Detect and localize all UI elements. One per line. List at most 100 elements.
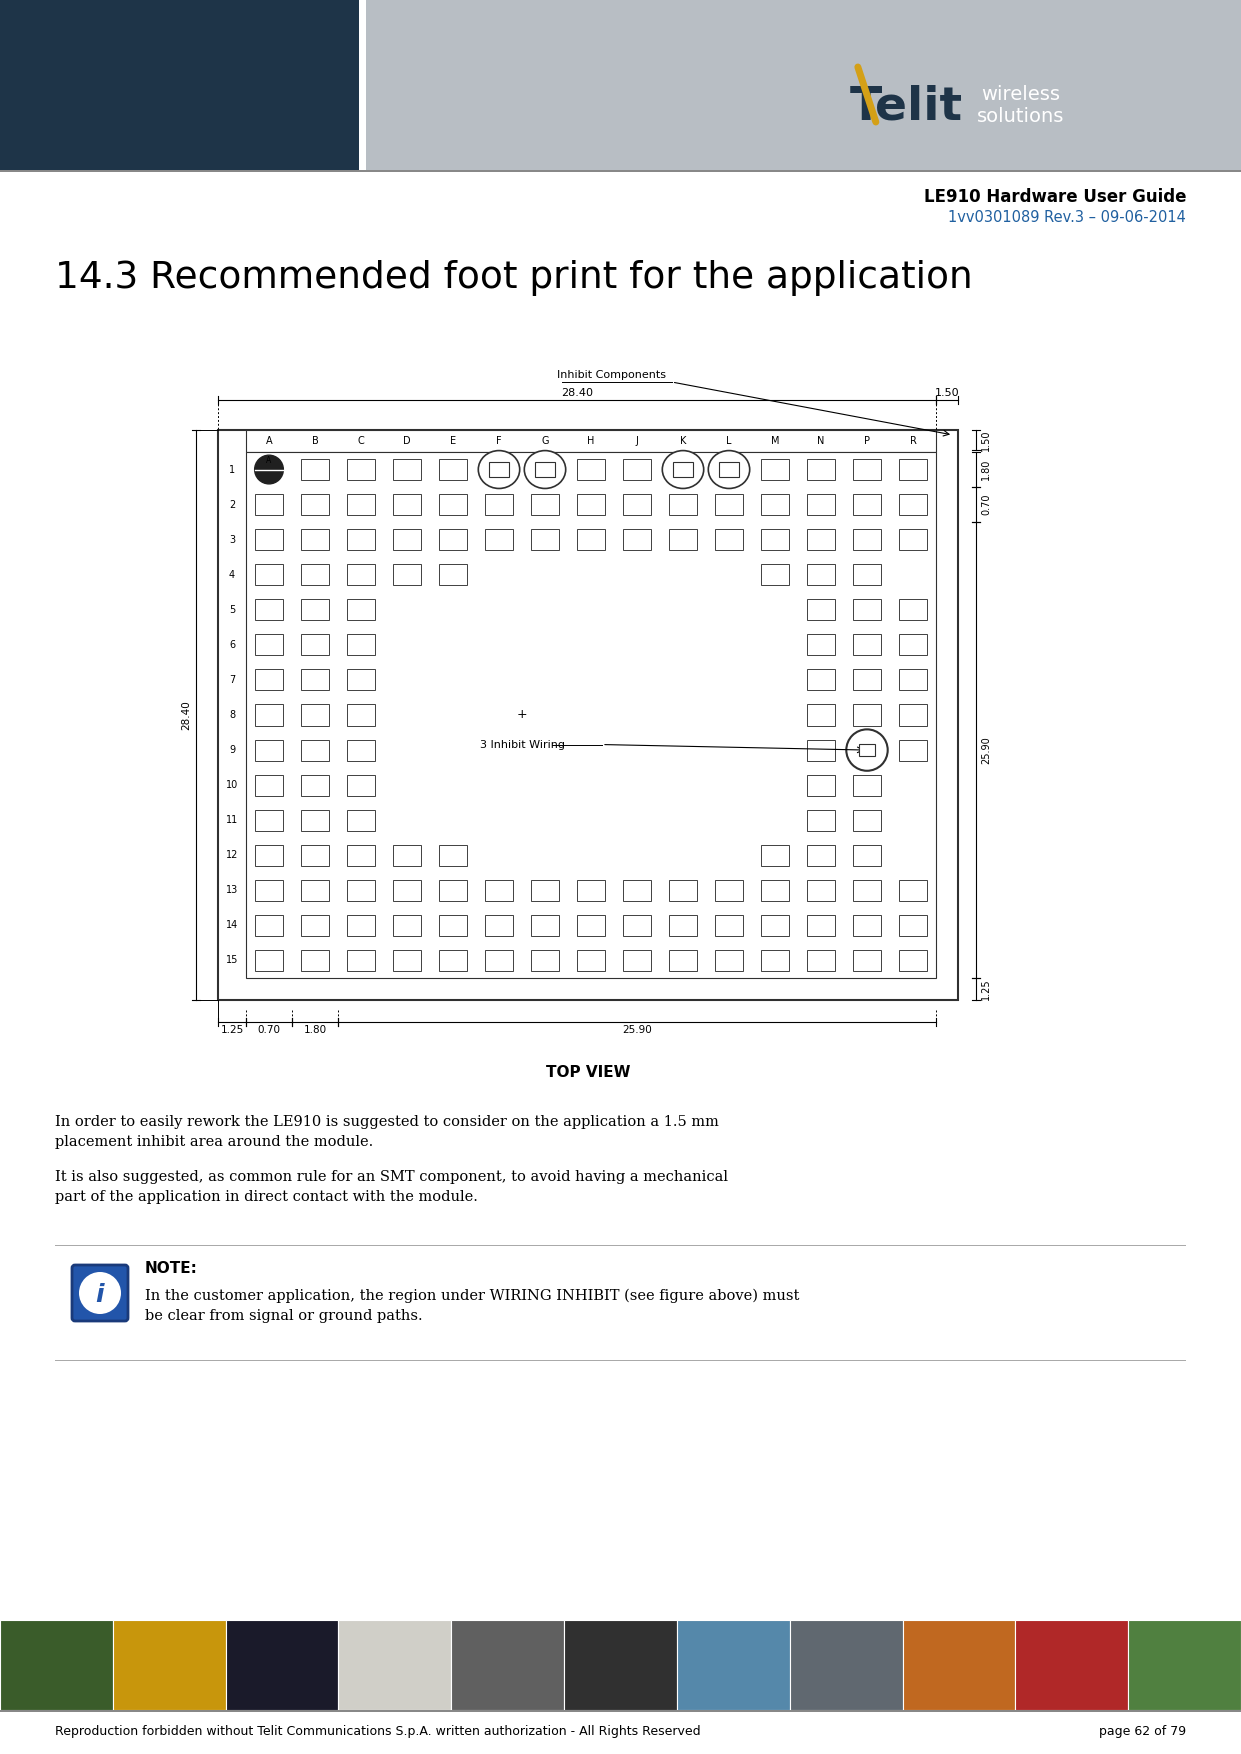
Bar [854, 845, 881, 866]
Bar [854, 810, 881, 831]
Text: 25.90: 25.90 [622, 1024, 652, 1035]
Bar [393, 530, 421, 551]
Text: Inhibit Components: Inhibit Components [557, 370, 666, 381]
Bar [900, 881, 927, 902]
Bar [807, 565, 835, 586]
Bar [854, 495, 881, 516]
Text: i: i [96, 1282, 104, 1307]
Circle shape [846, 730, 887, 770]
Bar [761, 881, 789, 902]
Bar [761, 845, 789, 866]
Bar [902, 1621, 1015, 1710]
Bar [807, 845, 835, 866]
Bar [577, 530, 604, 551]
Text: NOTE:: NOTE: [145, 1261, 197, 1275]
Bar [0, 1621, 113, 1710]
Bar [439, 495, 467, 516]
Bar [577, 916, 604, 937]
Ellipse shape [524, 451, 566, 488]
Bar [0, 0, 359, 170]
Text: E: E [450, 437, 455, 446]
Bar [900, 740, 927, 761]
Bar [256, 635, 283, 656]
Text: 0.70: 0.70 [980, 495, 992, 516]
Bar [761, 951, 789, 972]
Bar [218, 430, 958, 1000]
Text: P: P [864, 437, 870, 446]
Bar [535, 461, 555, 477]
Bar [347, 635, 375, 656]
Bar [339, 1621, 452, 1710]
Text: 9: 9 [228, 745, 235, 754]
Bar [854, 916, 881, 937]
Text: TOP VIEW: TOP VIEW [546, 1065, 630, 1080]
Text: wireless: wireless [982, 84, 1060, 103]
Text: 3: 3 [228, 535, 235, 545]
Text: M: M [771, 437, 779, 446]
Bar [347, 810, 375, 831]
Text: It is also suggested, as common rule for an SMT component, to avoid having a mec: It is also suggested, as common rule for… [55, 1170, 728, 1203]
Bar [347, 705, 375, 726]
Bar [302, 460, 329, 481]
Bar [854, 775, 881, 796]
Text: 14.3 Recommended foot print for the application: 14.3 Recommended foot print for the appl… [55, 260, 973, 296]
Bar [715, 530, 743, 551]
Bar [669, 951, 696, 972]
Bar [302, 565, 329, 586]
Text: F: F [496, 437, 501, 446]
Text: 12: 12 [226, 851, 238, 859]
Text: L: L [726, 437, 732, 446]
Bar [246, 430, 936, 453]
Bar [807, 810, 835, 831]
Text: solutions: solutions [977, 107, 1065, 126]
Text: 6: 6 [228, 640, 235, 651]
Bar [439, 951, 467, 972]
Bar [302, 810, 329, 831]
Bar [439, 565, 467, 586]
Bar [393, 916, 421, 937]
Bar [623, 951, 650, 972]
Text: 8: 8 [228, 710, 235, 719]
Text: 1.50: 1.50 [980, 430, 992, 451]
Bar [854, 600, 881, 621]
Text: C: C [357, 437, 365, 446]
Text: 1.80: 1.80 [304, 1024, 326, 1035]
Bar [900, 530, 927, 551]
Ellipse shape [663, 451, 704, 488]
Bar [715, 916, 743, 937]
Bar [854, 881, 881, 902]
Bar [807, 600, 835, 621]
Bar [452, 1621, 565, 1710]
Bar [302, 495, 329, 516]
Bar [1128, 1621, 1241, 1710]
Bar [302, 670, 329, 691]
Bar [439, 916, 467, 937]
Bar [485, 951, 513, 972]
Bar [347, 600, 375, 621]
Bar [256, 530, 283, 551]
Bar [302, 951, 329, 972]
Bar [256, 775, 283, 796]
Ellipse shape [709, 451, 750, 488]
Bar [347, 495, 375, 516]
Bar [900, 600, 927, 621]
Text: 3 Inhibit Wiring: 3 Inhibit Wiring [479, 740, 565, 749]
Bar [489, 461, 509, 477]
Bar [854, 565, 881, 586]
Bar [807, 951, 835, 972]
Bar [761, 460, 789, 481]
Bar [807, 495, 835, 516]
Bar [623, 495, 650, 516]
Bar [347, 460, 375, 481]
Bar [439, 530, 467, 551]
Circle shape [254, 456, 283, 484]
Bar [256, 740, 283, 761]
Text: 1.50: 1.50 [934, 388, 959, 398]
Bar [531, 530, 558, 551]
Bar [485, 881, 513, 902]
Bar [0, 170, 1241, 172]
Bar [485, 495, 513, 516]
Bar [256, 881, 283, 902]
Bar [900, 705, 927, 726]
Bar [715, 495, 743, 516]
